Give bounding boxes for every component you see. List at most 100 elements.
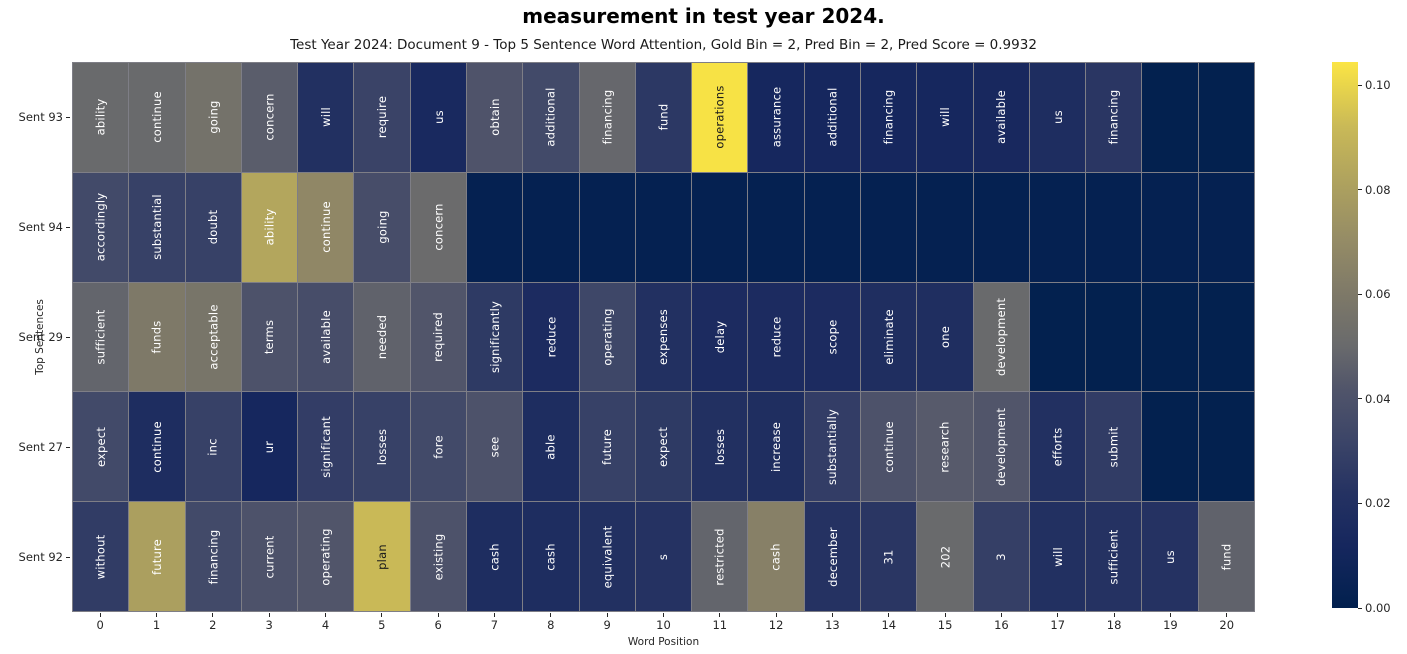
y-tick-mark	[66, 556, 70, 558]
x-tick-label: 9	[603, 618, 611, 632]
cell-word-label: operating	[318, 527, 333, 586]
heatmap-cell	[1086, 282, 1142, 392]
cell-word-label: going	[206, 100, 221, 134]
heatmap-cell: concern	[241, 63, 298, 172]
x-tick-mark	[1113, 613, 1115, 617]
heatmap-cell: operations	[692, 63, 748, 172]
heatmap-cell: fore	[410, 392, 466, 502]
colorbar-tick-label: 0.10	[1365, 78, 1391, 92]
heatmap-cell: december	[804, 502, 860, 611]
x-tick: 16	[973, 613, 1029, 633]
y-tick-label: Sent 94	[18, 220, 63, 234]
heatmap-cell	[973, 172, 1029, 282]
x-tick: 19	[1142, 613, 1198, 633]
cell-word-label: cash	[543, 542, 558, 571]
colorbar-tick-label: 0.08	[1365, 182, 1391, 197]
cell-word-label: development	[994, 407, 1009, 486]
x-tick-label: 20	[1219, 618, 1235, 632]
cell-word-label: required	[431, 312, 446, 362]
x-tick: 0	[72, 613, 128, 633]
cell-word-label: available	[994, 90, 1009, 145]
heatmap-cell: significant	[298, 392, 354, 502]
x-tick-label: 15	[937, 618, 953, 632]
cell-word-label: us	[431, 110, 446, 125]
y-tick: Sent 92	[0, 502, 70, 612]
heatmap-cell: us	[410, 63, 466, 172]
cell-word-label: require	[375, 96, 390, 139]
heatmap-cell: substantially	[804, 392, 860, 502]
heatmap-cell: submit	[1086, 392, 1142, 502]
heatmap-cell: plan	[354, 502, 410, 611]
cell-word-label: development	[994, 297, 1009, 377]
y-tick: Sent 93	[0, 62, 70, 172]
cell-word-label: losses	[375, 428, 390, 466]
cell-word-label: doubt	[206, 209, 221, 245]
heatmap-cell: will	[1029, 502, 1086, 611]
heatmap-cell: funds	[129, 282, 185, 392]
cell-word-label: inc	[206, 438, 221, 456]
heatmap-cell: future	[579, 392, 635, 502]
y-axis-ticks: Sent 93 Sent 94 Sent 29 Sent 27 Sent 92	[0, 62, 70, 612]
x-tick-label: 1	[152, 618, 161, 632]
heatmap-cell: one	[917, 282, 973, 392]
heatmap-cell	[917, 172, 973, 282]
colorbar-tick: 0.04	[1358, 391, 1391, 406]
x-tick-mark	[888, 613, 890, 617]
colorbar-gradient	[1332, 62, 1358, 608]
cell-word-label: submit	[1106, 426, 1121, 468]
cell-word-label: equivalent	[600, 525, 615, 588]
heatmap-cell: increase	[748, 392, 804, 502]
heatmap-cell: will	[917, 63, 973, 172]
heatmap-cell	[748, 172, 804, 282]
cell-word-label: restricted	[712, 528, 727, 586]
cell-word-label: needed	[375, 314, 390, 360]
x-tick-label: 3	[265, 618, 273, 632]
x-tick: 2	[185, 613, 241, 633]
x-tick-mark	[155, 613, 157, 617]
heatmap-cell: eliminate	[860, 282, 917, 392]
heatmap-cell: development	[973, 282, 1029, 392]
heatmap-cell: concern	[410, 172, 466, 282]
x-tick: 11	[692, 613, 748, 633]
cell-word-label: eliminate	[881, 309, 896, 365]
y-tick-label: Sent 29	[18, 330, 63, 344]
x-tick-mark	[1000, 613, 1002, 617]
heatmap-cell: needed	[354, 282, 410, 392]
x-tick-label: 17	[1050, 618, 1066, 632]
heatmap-cell: 31	[860, 502, 917, 611]
heatmap-cell: expect	[73, 392, 129, 502]
heatmap-cell: current	[241, 502, 298, 611]
cell-word-label: fund	[1219, 543, 1234, 570]
cell-word-label: operating	[600, 308, 615, 366]
heatmap-cell	[1029, 172, 1086, 282]
heatmap-cell	[1086, 172, 1142, 282]
heatmap-cell: ur	[241, 392, 298, 502]
colorbar-tick-label: 0.00	[1365, 601, 1391, 615]
x-tick: 14	[861, 613, 917, 633]
heatmap-cell: efforts	[1029, 392, 1086, 502]
heatmap-cell: going	[185, 63, 241, 172]
cell-word-label: continue	[318, 201, 333, 253]
heatmap-cell: will	[298, 63, 354, 172]
heatmap-grid: ability continue going concern will require us…	[73, 63, 1254, 611]
x-tick: 8	[523, 613, 579, 633]
x-tick-mark	[212, 613, 214, 617]
heatmap-cell: research	[917, 392, 973, 502]
heatmap-cell: 202	[917, 502, 973, 611]
heatmap-cell: scope	[804, 282, 860, 392]
heatmap-cell: assurance	[748, 63, 804, 172]
heatmap-cell	[1142, 392, 1198, 502]
colorbar-tick-label: 0.04	[1365, 391, 1391, 406]
heatmap-cell	[1198, 63, 1254, 172]
y-tick-mark	[66, 446, 70, 448]
x-tick: 20	[1199, 613, 1255, 633]
cell-word-label: current	[262, 535, 277, 579]
heatmap-cell: s	[635, 502, 692, 611]
x-tick-label: 4	[321, 618, 330, 632]
heatmap-cell: continue	[298, 172, 354, 282]
x-tick-mark	[550, 613, 552, 617]
heatmap-cell	[466, 172, 523, 282]
cell-word-label: continue	[149, 420, 164, 473]
cell-word-label: 202	[937, 545, 952, 568]
x-tick-mark	[268, 613, 270, 617]
